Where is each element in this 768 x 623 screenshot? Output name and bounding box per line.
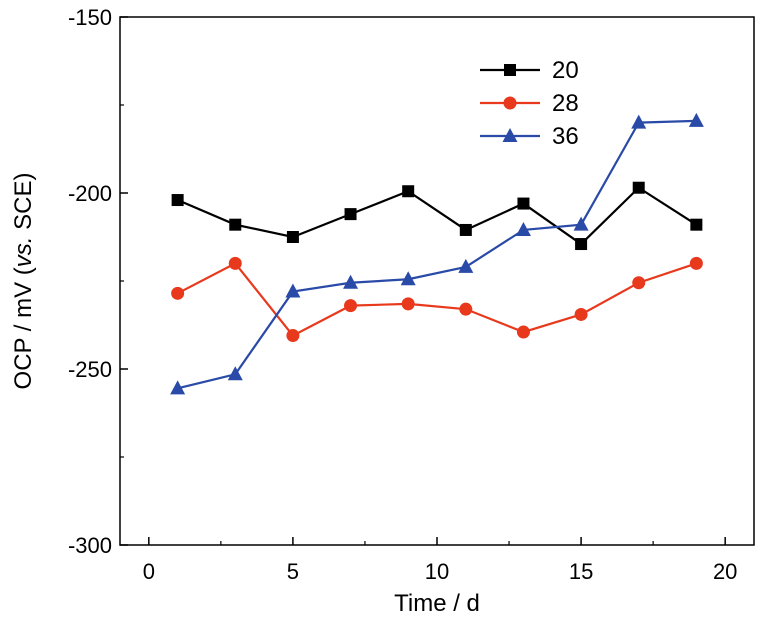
legend-item-36: 36 (480, 123, 579, 150)
legend-marker (503, 96, 517, 110)
data-point (344, 208, 357, 221)
data-point (515, 221, 531, 236)
data-point (574, 307, 588, 321)
data-point (285, 283, 301, 298)
y-tick-label: -250 (68, 357, 112, 382)
data-point (229, 218, 242, 231)
legend-label: 28 (552, 90, 579, 117)
y-tick-label: -150 (68, 5, 112, 30)
data-point (400, 271, 416, 286)
data-point (228, 256, 242, 270)
data-point (286, 231, 299, 243)
legend-item-28: 28 (480, 90, 579, 117)
data-point (631, 114, 647, 129)
data-point (344, 299, 358, 313)
data-point (459, 302, 473, 316)
legend-item-20: 20 (480, 57, 579, 84)
x-tick-label: 15 (569, 559, 593, 584)
legend-label: 36 (552, 123, 579, 150)
y-axis-title-part-2: vs. (10, 237, 37, 268)
data-point (401, 297, 415, 311)
series-line (177, 186, 697, 246)
data-point (402, 185, 415, 198)
data-point (690, 218, 703, 231)
series-20 (171, 181, 703, 251)
data-point (343, 274, 359, 289)
legend-label: 20 (552, 57, 579, 84)
series-36 (170, 112, 704, 395)
data-point (458, 258, 474, 273)
data-point (286, 329, 300, 343)
x-tick-label: 0 (143, 559, 155, 584)
data-point (573, 216, 589, 231)
data-point (170, 380, 186, 395)
x-tick-label: 10 (425, 559, 449, 584)
data-point (689, 256, 703, 270)
x-tick-label: 20 (713, 559, 737, 584)
data-point (688, 112, 704, 127)
y-axis-title: OCP / mV (vs. SCE) (10, 173, 37, 390)
data-point (516, 325, 530, 339)
y-axis-title-part-1: OCP / mV ( (10, 267, 37, 389)
data-point (575, 238, 588, 251)
series-line (177, 262, 697, 337)
y-tick-label: -300 (68, 533, 112, 558)
data-point (171, 286, 185, 300)
legend-marker (504, 64, 516, 76)
series-28 (171, 256, 703, 343)
x-axis-title: Time / d (394, 590, 480, 617)
y-axis: -300 -250 -200 -150 (68, 5, 128, 558)
series-line (177, 119, 697, 390)
data-point (459, 223, 472, 236)
data-point (517, 197, 530, 210)
legend-marker (502, 128, 518, 142)
legend: 20 28 36 (480, 57, 579, 150)
data-point (632, 276, 646, 290)
data-point (227, 366, 243, 381)
x-tick-label: 5 (287, 559, 299, 584)
y-tick-label: -200 (68, 181, 112, 206)
plot-frame (119, 16, 755, 546)
y-axis-title-part-3: SCE) (10, 173, 37, 237)
x-axis: 0 5 10 15 20 (143, 537, 737, 584)
data-point (171, 194, 184, 207)
series-layer (170, 112, 704, 395)
data-point (632, 181, 645, 194)
